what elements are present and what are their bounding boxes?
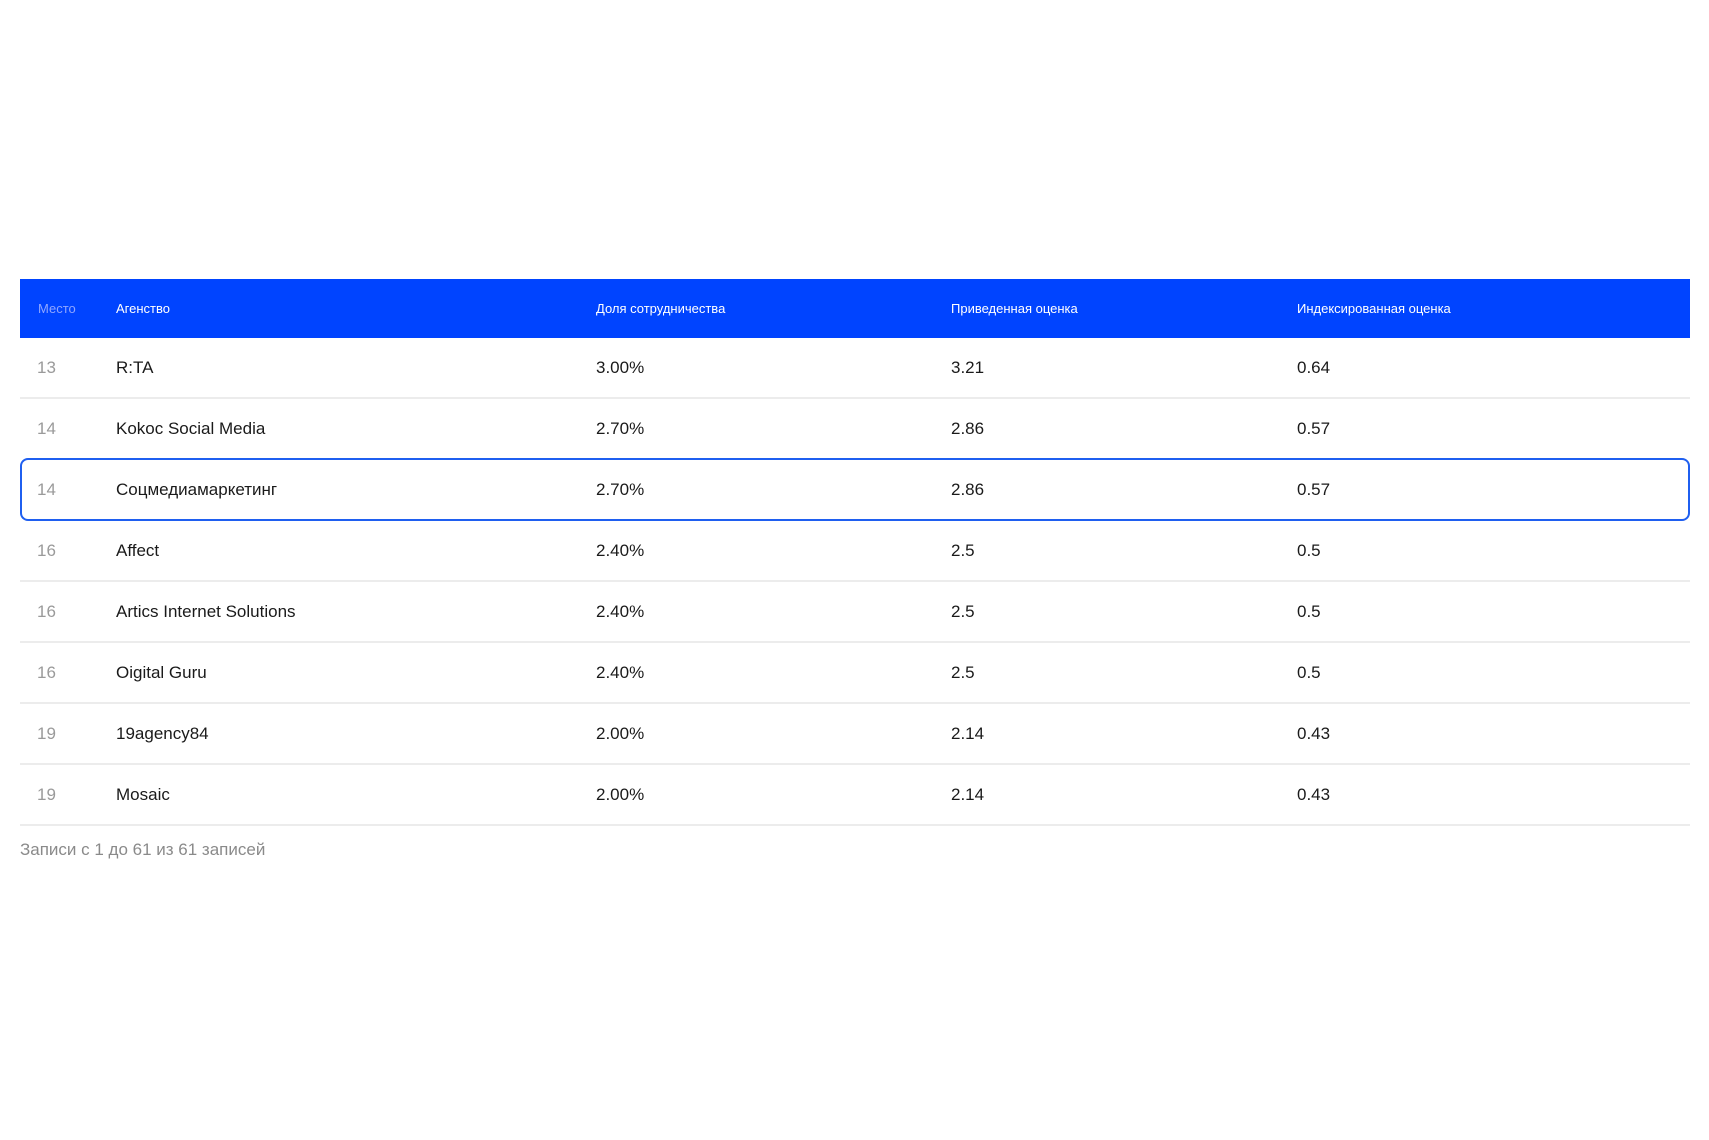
table-row[interactable]: 16 Oigital Guru 2.40% 2.5 0.5 <box>20 643 1690 704</box>
cell-score: 2.14 <box>951 704 1297 765</box>
cell-score: 3.21 <box>951 338 1297 399</box>
cell-agency: Mosaic <box>116 765 596 826</box>
cell-agency: Oigital Guru <box>116 643 596 704</box>
cell-place: 16 <box>20 521 116 582</box>
table-row[interactable]: 13 R:TA 3.00% 3.21 0.64 <box>20 338 1690 399</box>
cell-share: 2.40% <box>596 582 951 643</box>
cell-place: 14 <box>37 418 56 438</box>
cell-index: 0.43 <box>1297 704 1690 765</box>
cell-score: 2.5 <box>951 582 1297 643</box>
table-body: 13 R:TA 3.00% 3.21 0.64 14 Kokoc Social … <box>20 338 1690 826</box>
header-share[interactable]: Доля сотрудничества <box>596 279 951 338</box>
cell-index: 0.57 <box>1297 458 1690 521</box>
ranking-table: Место Агенство Доля сотрудничества Приве… <box>20 279 1690 826</box>
table-row[interactable]: 16 Artics Internet Solutions 2.40% 2.5 0… <box>20 582 1690 643</box>
cell-share: 2.70% <box>596 458 951 521</box>
records-info: Записи с 1 до 61 из 61 записей <box>20 840 266 859</box>
table-row[interactable]: 19 19agency84 2.00% 2.14 0.43 <box>20 704 1690 765</box>
cell-agency: R:TA <box>116 338 596 399</box>
table-row[interactable]: 16 Affect 2.40% 2.5 0.5 <box>20 521 1690 582</box>
cell-agency: Artics Internet Solutions <box>116 582 596 643</box>
cell-agency: 19agency84 <box>116 704 596 765</box>
table-header: Место Агенство Доля сотрудничества Приве… <box>20 279 1690 338</box>
cell-index: 0.57 <box>1297 418 1331 438</box>
cell-index: 0.5 <box>1297 643 1690 704</box>
header-place[interactable]: Место <box>20 279 116 338</box>
cell-place: 16 <box>20 582 116 643</box>
cell-index: 0.5 <box>1297 582 1690 643</box>
cell-share: 2.70% <box>596 418 645 438</box>
ranking-table-container: Место Агенство Доля сотрудничества Приве… <box>20 279 1690 826</box>
cell-agency: Affect <box>116 521 596 582</box>
cell-place: 19 <box>20 765 116 826</box>
header-score[interactable]: Приведенная оценка <box>951 279 1297 338</box>
cell-agency: Kokoc Social Media <box>116 418 266 438</box>
cell-share: 2.00% <box>596 704 951 765</box>
cell-share: 2.40% <box>596 521 951 582</box>
cell-share: 2.40% <box>596 643 951 704</box>
cell-place: 14 <box>20 458 116 521</box>
table-row[interactable]: 14 Kokoc Social Media 2.70% 2.86 0.57 <box>20 399 1690 458</box>
cell-share: 2.00% <box>596 765 951 826</box>
cell-score: 2.5 <box>951 521 1297 582</box>
cell-place: 16 <box>20 643 116 704</box>
table-row[interactable]: 19 Mosaic 2.00% 2.14 0.43 <box>20 765 1690 826</box>
cell-score: 2.86 <box>951 418 985 438</box>
cell-index: 0.64 <box>1297 338 1690 399</box>
header-index[interactable]: Индексированная оценка <box>1297 279 1690 338</box>
table-row-highlighted[interactable]: 14 Соцмедиамаркетинг 2.70% 2.86 0.57 <box>20 458 1690 521</box>
cell-share: 3.00% <box>596 338 951 399</box>
cell-agency: Соцмедиамаркетинг <box>116 458 596 521</box>
cell-place: 19 <box>20 704 116 765</box>
cell-index: 0.43 <box>1297 765 1690 826</box>
cell-score: 2.5 <box>951 643 1297 704</box>
cell-index: 0.5 <box>1297 521 1690 582</box>
cell-score: 2.14 <box>951 765 1297 826</box>
cell-score: 2.86 <box>951 458 1297 521</box>
header-agency[interactable]: Агенство <box>116 279 596 338</box>
cell-place: 13 <box>20 338 116 399</box>
